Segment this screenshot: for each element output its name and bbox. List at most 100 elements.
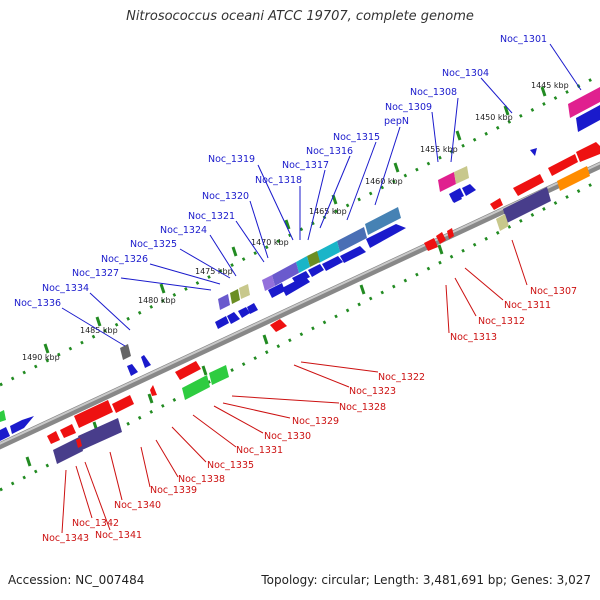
gene-label-bottom[interactable]: Noc_1338 bbox=[178, 474, 225, 485]
gene-label-bottom[interactable]: Noc_1323 bbox=[349, 386, 396, 397]
gene-label-top[interactable]: Noc_1325 bbox=[130, 239, 177, 250]
forward-gene-blocks bbox=[0, 87, 600, 422]
leader-line bbox=[346, 141, 377, 221]
gene-arrow bbox=[450, 192, 462, 203]
gene-label-bottom[interactable]: Noc_1307 bbox=[530, 286, 577, 297]
gene-label-top[interactable]: Noc_1316 bbox=[306, 146, 353, 157]
leader-line bbox=[192, 414, 237, 448]
gene-label-bottom[interactable]: Noc_1343 bbox=[42, 533, 89, 544]
major-tick bbox=[540, 86, 547, 97]
bottom-leader-lines bbox=[61, 239, 528, 534]
gene-arrow bbox=[10, 416, 34, 434]
gene-arrow bbox=[424, 238, 438, 251]
gene-label-top[interactable]: Noc_1321 bbox=[188, 211, 235, 222]
gene-arrow bbox=[548, 154, 578, 176]
gene-block bbox=[496, 214, 509, 231]
gene-label-top[interactable]: Noc_1317 bbox=[282, 160, 329, 171]
gene-label-top[interactable]: Noc_1301 bbox=[500, 34, 547, 45]
gene-label-top[interactable]: Noc_1308 bbox=[410, 87, 457, 98]
gene-label-bottom[interactable]: Noc_1328 bbox=[339, 402, 386, 413]
gene-arrow bbox=[47, 431, 60, 444]
gene-block bbox=[438, 172, 456, 192]
gene-arrow bbox=[215, 316, 229, 329]
gene-label-bottom[interactable]: Noc_1335 bbox=[207, 460, 254, 471]
gene-label-top[interactable]: Noc_1318 bbox=[255, 175, 302, 186]
major-tick bbox=[231, 246, 238, 257]
gene-arrow bbox=[576, 142, 600, 162]
gene-block bbox=[262, 275, 275, 291]
gene-label-top[interactable]: Noc_1327 bbox=[72, 268, 119, 279]
scale-label: 1475 kbp bbox=[195, 267, 233, 276]
gene-label-top[interactable]: Noc_1334 bbox=[42, 283, 89, 294]
accession-text: Accession: NC_007484 bbox=[8, 573, 145, 587]
gene-label-bottom[interactable]: Noc_1342 bbox=[72, 518, 119, 529]
gene-label-top[interactable]: Noc_1315 bbox=[333, 132, 380, 143]
gene-label-bottom[interactable]: Noc_1322 bbox=[378, 372, 425, 383]
major-tick bbox=[95, 316, 102, 327]
gene-arrow bbox=[447, 228, 454, 239]
gene-label-bottom[interactable]: Noc_1331 bbox=[236, 445, 283, 456]
scale-ticks bbox=[0, 73, 600, 492]
leader-line bbox=[293, 364, 350, 388]
gene-label-top[interactable]: Noc_1304 bbox=[442, 68, 489, 79]
gene-arrow bbox=[175, 361, 201, 380]
leader-line bbox=[61, 469, 67, 534]
scale-label: 1470 kbp bbox=[251, 238, 289, 247]
gene-arrow bbox=[268, 283, 285, 298]
leader-line bbox=[307, 169, 326, 241]
gene-label-bottom[interactable]: Noc_1340 bbox=[114, 500, 161, 511]
gene-block bbox=[557, 166, 590, 191]
gene-label-bottom[interactable]: Noc_1311 bbox=[504, 300, 551, 311]
gene-block bbox=[182, 375, 210, 400]
major-tick bbox=[159, 283, 166, 294]
gene-arrow bbox=[513, 174, 544, 196]
major-tick bbox=[284, 219, 291, 230]
leader-line bbox=[61, 307, 126, 347]
gene-label-top[interactable]: Noc_1319 bbox=[208, 154, 255, 165]
gene-arrow bbox=[366, 224, 406, 248]
scale-label: 1460 kbp bbox=[365, 177, 403, 186]
major-tick bbox=[262, 334, 269, 345]
gene-label-top[interactable]: Noc_1326 bbox=[101, 254, 148, 265]
gene-arrow bbox=[227, 312, 240, 324]
gene-label-bottom[interactable]: Noc_1312 bbox=[478, 316, 525, 327]
major-tick bbox=[455, 130, 462, 141]
gene-block bbox=[365, 207, 401, 235]
gene-block bbox=[568, 87, 600, 118]
leader-line bbox=[431, 111, 439, 163]
gene-arrow bbox=[141, 355, 151, 368]
leader-line bbox=[300, 361, 379, 373]
gene-label-top[interactable]: pepN bbox=[384, 116, 409, 127]
scale-label: 1455 kbp bbox=[420, 145, 458, 154]
leader-line bbox=[445, 284, 450, 334]
gene-label-top[interactable]: Noc_1309 bbox=[385, 102, 432, 113]
forward-arrows bbox=[0, 148, 537, 441]
gene-label-bottom[interactable]: Noc_1339 bbox=[150, 485, 197, 496]
gene-block bbox=[120, 344, 131, 360]
leader-line bbox=[231, 395, 340, 404]
major-tick bbox=[503, 105, 510, 116]
gene-arrow bbox=[76, 438, 82, 448]
gene-block bbox=[272, 262, 299, 286]
top-leader-lines bbox=[61, 43, 582, 347]
leader-line bbox=[75, 465, 93, 519]
gene-arrow bbox=[308, 264, 324, 277]
gene-label-bottom[interactable]: Noc_1330 bbox=[264, 431, 311, 442]
gene-block bbox=[53, 437, 83, 464]
leader-line bbox=[155, 439, 179, 478]
gene-label-top[interactable]: Noc_1320 bbox=[202, 191, 249, 202]
gene-label-bottom[interactable]: Noc_1313 bbox=[450, 332, 497, 343]
leader-line bbox=[120, 277, 212, 291]
leader-line bbox=[511, 239, 528, 286]
gene-label-top[interactable]: Noc_1336 bbox=[14, 298, 61, 309]
gene-label-bottom[interactable]: Noc_1341 bbox=[95, 530, 142, 541]
gene-arrow bbox=[322, 256, 343, 271]
gene-label-bottom[interactable]: Noc_1329 bbox=[292, 416, 339, 427]
gene-block bbox=[307, 251, 320, 267]
gene-label-top[interactable]: Noc_1324 bbox=[160, 225, 207, 236]
major-tick bbox=[437, 244, 444, 255]
gene-block bbox=[337, 227, 367, 252]
gene-block bbox=[0, 410, 6, 422]
leader-line bbox=[454, 277, 477, 317]
